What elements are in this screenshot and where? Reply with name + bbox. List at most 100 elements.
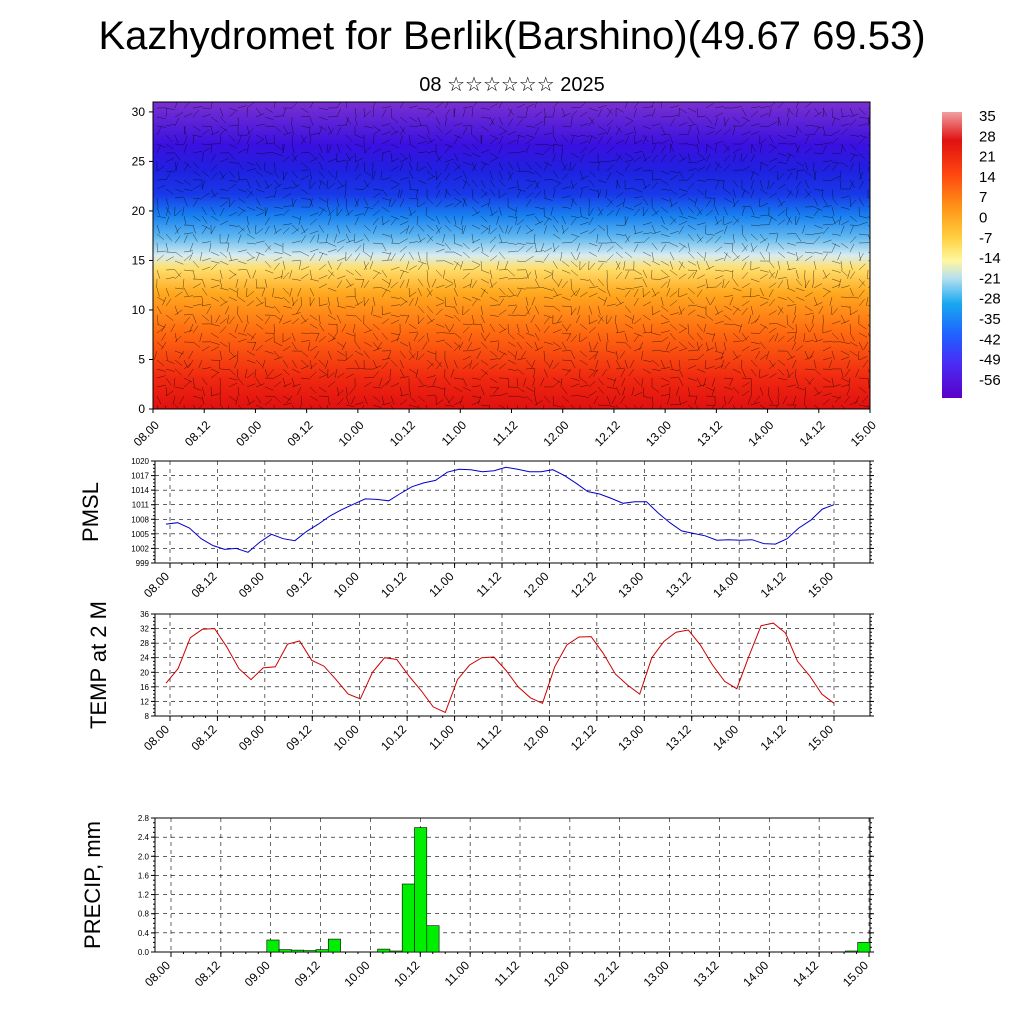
wind-barb: [435, 200, 443, 208]
wind-barb: [525, 108, 528, 118]
wind-barb: [822, 179, 832, 182]
wind-barb: [336, 262, 342, 271]
wind-barb: [408, 287, 411, 297]
wind-barb: [480, 135, 483, 145]
wind-barb: [516, 395, 526, 399]
wind-barb: [660, 244, 666, 253]
wind-barb: [669, 202, 678, 208]
wind-barb: [651, 134, 654, 144]
wind-barb: [264, 245, 272, 253]
wind-barb: [732, 355, 741, 361]
wind-barb: [309, 170, 312, 180]
wind-barb: [498, 179, 506, 187]
wind-barb: [768, 108, 772, 118]
wind-barb: [696, 206, 702, 215]
wind-barb: [750, 189, 755, 199]
wind-barb: [326, 143, 329, 153]
wind-barb: [507, 278, 518, 280]
wind-barb: [731, 242, 734, 253]
wind-barb: [813, 391, 822, 397]
wind-barb: [174, 179, 184, 185]
wind-barb: [795, 108, 799, 118]
wind-barb: [444, 215, 451, 224]
wind-barb: [309, 345, 318, 352]
wind-barb: [156, 385, 166, 388]
wind-barb: [498, 323, 506, 331]
wind-barb: [201, 395, 205, 405]
wind-barb: [713, 197, 716, 207]
wind-barb: [489, 296, 498, 302]
precip-bar: [291, 949, 304, 953]
wind-barb: [633, 231, 643, 235]
wind-barb: [273, 373, 283, 379]
wind-barb: [244, 278, 248, 288]
wind-barb: [813, 125, 823, 129]
wind-barb: [714, 117, 718, 127]
wind-barb: [615, 224, 626, 226]
wind-barb: [641, 350, 644, 360]
wind-barb: [597, 125, 606, 131]
wind-barb: [453, 278, 457, 288]
wind-barb: [345, 386, 348, 396]
wind-barb: [336, 208, 343, 217]
wind-barb: [417, 278, 424, 287]
wind-barb: [282, 402, 292, 406]
wind-barb: [246, 179, 251, 189]
wind-barb: [246, 332, 255, 339]
wind-barb: [390, 242, 401, 245]
wind-barb: [363, 161, 365, 172]
wind-barb: [624, 323, 634, 329]
wind-barb: [714, 365, 724, 370]
wind-barb: [561, 359, 572, 361]
wind-barb: [570, 377, 580, 381]
wind-barb: [624, 341, 632, 349]
wind-barb: [228, 161, 238, 164]
wind-barb: [651, 310, 661, 316]
wind-barb: [371, 305, 374, 315]
wind-barb: [813, 359, 817, 369]
wind-barb: [642, 125, 652, 130]
wind-barb: [597, 136, 603, 145]
wind-barb: [714, 320, 724, 325]
wind-barb: [714, 275, 724, 280]
wind-barb: [268, 368, 275, 377]
wind-barb: [813, 339, 823, 343]
wind-barb: [755, 314, 761, 323]
wind-barb: [588, 135, 593, 145]
wind-barb: [183, 363, 192, 370]
wind-barb: [399, 314, 409, 317]
wind-barb: [417, 353, 425, 361]
wind-barb: [255, 134, 265, 140]
wind-barb: [777, 173, 785, 181]
wind-barb: [372, 269, 382, 274]
wind-barb: [660, 336, 669, 343]
wind-barb: [183, 380, 191, 388]
wind-barb: [822, 164, 830, 172]
wind-barb: [575, 287, 581, 297]
wind-barb: [838, 278, 842, 288]
wind-barb: [696, 236, 704, 244]
wind-barb: [849, 350, 858, 357]
wind-barb: [413, 332, 419, 342]
wind-barb: [453, 251, 463, 257]
wind-barb: [795, 189, 799, 199]
wind-barb: [570, 217, 577, 226]
wind-barb: [273, 134, 275, 145]
wind-barb: [705, 125, 715, 129]
x-tick-label: 12.00: [540, 418, 571, 449]
wind-barb: [480, 149, 490, 154]
wind-barb: [498, 287, 506, 295]
wind-barb: [576, 242, 581, 252]
wind-barb: [351, 395, 356, 405]
wind-barb: [282, 287, 290, 295]
wind-barb: [678, 245, 686, 253]
wind-barb: [442, 233, 446, 243]
wind-barb: [660, 206, 669, 213]
wind-barb: [759, 287, 765, 297]
wind-barb: [855, 368, 860, 378]
wind-barb: [408, 251, 414, 260]
wind-barb: [516, 170, 527, 173]
wind-barb: [318, 374, 328, 379]
wind-barb: [642, 260, 651, 267]
wind-barb: [570, 290, 578, 298]
